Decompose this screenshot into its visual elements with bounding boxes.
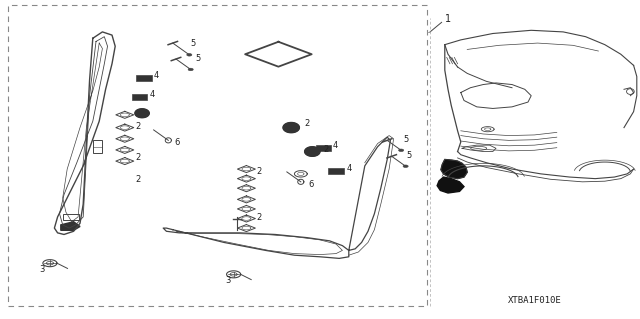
Text: 5: 5	[191, 39, 196, 48]
Bar	[93, 140, 102, 153]
Circle shape	[187, 54, 192, 56]
Polygon shape	[441, 160, 467, 179]
Text: 4: 4	[333, 141, 338, 150]
Circle shape	[403, 165, 408, 167]
Text: 2: 2	[304, 119, 309, 128]
Text: 6: 6	[308, 180, 314, 189]
Bar	[328, 168, 344, 174]
Bar	[316, 145, 331, 151]
Text: 5: 5	[403, 135, 408, 144]
Text: 5: 5	[195, 54, 200, 63]
Text: 2: 2	[136, 175, 141, 184]
Polygon shape	[135, 109, 149, 118]
Text: 2: 2	[256, 167, 261, 176]
Polygon shape	[437, 177, 464, 193]
Polygon shape	[283, 122, 300, 133]
Text: 4: 4	[347, 164, 352, 173]
Text: 3: 3	[40, 265, 45, 274]
Text: 4: 4	[154, 71, 159, 80]
Circle shape	[188, 68, 193, 71]
Text: 1: 1	[445, 14, 451, 24]
Text: XTBA1F010E: XTBA1F010E	[508, 296, 561, 305]
Text: 6: 6	[174, 138, 179, 147]
Text: 2: 2	[136, 122, 141, 131]
Bar	[8, 5, 427, 306]
Polygon shape	[305, 147, 320, 156]
Polygon shape	[61, 222, 80, 230]
Text: 4: 4	[150, 90, 155, 99]
Bar	[136, 75, 152, 81]
Circle shape	[399, 149, 404, 152]
Text: 2: 2	[256, 213, 261, 222]
Text: 3: 3	[225, 276, 230, 285]
Bar	[132, 94, 147, 100]
Bar	[63, 214, 79, 220]
Text: 5: 5	[406, 151, 412, 160]
Text: 2: 2	[136, 152, 141, 161]
Text: 2: 2	[323, 145, 328, 153]
